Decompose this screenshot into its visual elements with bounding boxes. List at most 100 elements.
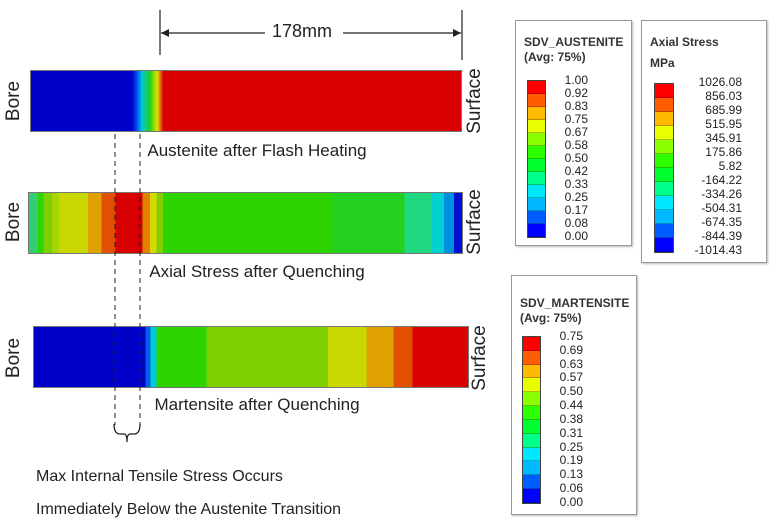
legend-tick-label: 0.25: [564, 190, 588, 204]
legend-tick-label: 1026.08: [698, 75, 742, 89]
legend-tick-label: -164.22: [701, 173, 742, 187]
legend-ticks: 1026.08 856.03 685.99 515.95 345.91 175.86 5.8…: [678, 76, 742, 256]
color-swatch: [523, 337, 540, 351]
legend-tick-label: 0.50: [559, 384, 583, 399]
color-swatch: [523, 378, 540, 393]
legend-tick-label: -334.26: [701, 187, 742, 201]
legend-tick-label: 0.67: [564, 125, 588, 139]
legend-tick-label: 515.95: [705, 117, 742, 131]
color-swatch: [523, 350, 540, 365]
color-swatch: [523, 433, 540, 448]
color-swatch: [523, 364, 540, 379]
axial-stress-legend: Axial Stress MPa 1026.08 856.03 685.99 515.…: [641, 20, 767, 263]
legend-ticks: 0.75 0.69 0.63 0.57 0.50 0.44 0.38 0.31 0.25 0.19…: [545, 330, 583, 508]
legend-tick-label: 0.42: [564, 164, 588, 178]
color-swatch: [655, 196, 673, 210]
bar-caption: Martensite after Quenching: [154, 395, 360, 414]
legend-tick-label: 0.69: [559, 342, 583, 357]
color-swatch: [655, 154, 673, 168]
color-swatch: [528, 224, 545, 237]
bar-caption: Austenite after Flash Heating: [147, 141, 367, 160]
legend-subtitle: (Avg: 75%): [520, 311, 582, 325]
legend-tick-label: 0.08: [564, 216, 588, 230]
legend-subtitle: (Avg: 75%): [524, 50, 586, 64]
color-swatch: [523, 406, 540, 420]
annotation-line: Max Internal Tensile Stress Occurs: [36, 468, 283, 485]
color-swatch: [523, 461, 540, 476]
legend-tick-label: 0.83: [564, 99, 588, 113]
legend-tick-label: 0.50: [564, 151, 588, 165]
dimension-arrow: [159, 10, 463, 60]
color-swatch: [655, 84, 673, 98]
legend-tick-label: 0.38: [559, 411, 583, 426]
color-swatch: [523, 489, 540, 503]
color-swatch: [523, 447, 540, 462]
color-swatch: [528, 133, 545, 146]
legend-tick-label: 0.00: [559, 494, 583, 509]
color-swatch: [655, 224, 673, 238]
legend-tick-label: 5.82: [718, 159, 742, 173]
legend-tick-label: 0.63: [559, 356, 583, 371]
legend-ticks: 1.00 0.92 0.83 0.75 0.67 0.58 0.50 0.42 0.33 0.25…: [550, 74, 588, 242]
legend-tick-label: 0.75: [559, 329, 583, 343]
annotation: Max Internal Tensile Stress Occurs Immed…: [36, 460, 341, 525]
color-swatch: [655, 98, 673, 112]
dimension-label: 178mm: [272, 21, 333, 41]
color-swatch: [528, 120, 545, 133]
legend-tick-label: -504.31: [701, 201, 742, 215]
axial-stress-bar: [28, 192, 463, 254]
legend-tick-label: 0.57: [559, 370, 583, 385]
color-swatch: [528, 172, 545, 185]
color-swatch: [528, 81, 545, 94]
color-swatch: [528, 107, 545, 120]
martensite-bar: [33, 326, 469, 388]
legend-tick-label: 1.00: [564, 73, 588, 87]
color-bar: [527, 80, 546, 238]
color-swatch: [528, 159, 545, 172]
color-swatch: [523, 419, 540, 434]
legend-tick-label: 856.03: [705, 89, 742, 103]
legend-tick-label: 0.06: [559, 481, 583, 496]
color-swatch: [655, 210, 673, 224]
legend-tick-label: 0.00: [564, 229, 588, 243]
color-swatch: [528, 94, 545, 107]
legend-tick-label: 175.86: [705, 145, 742, 159]
legend-tick-label: -1014.43: [694, 243, 742, 257]
color-swatch: [528, 198, 545, 211]
legend-tick-label: -844.39: [701, 229, 742, 243]
color-swatch: [523, 392, 540, 407]
legend-subtitle: MPa: [650, 56, 675, 70]
legend-tick-label: 0.92: [564, 86, 588, 100]
color-swatch: [655, 238, 673, 252]
legend-tick-label: 685.99: [705, 103, 742, 117]
transition-guides: [113, 134, 141, 443]
legend-tick-label: 0.31: [559, 425, 583, 440]
color-swatch: [655, 168, 673, 182]
color-swatch: [528, 211, 545, 224]
legend-title: SDV_AUSTENITE: [524, 35, 624, 49]
legend-tick-label: 0.44: [559, 398, 583, 413]
color-bar: [522, 336, 541, 504]
legend-title: Axial Stress: [650, 35, 719, 49]
legend-tick-label: 0.33: [564, 177, 588, 191]
annotation-line: Immediately Below the Austenite Transiti…: [36, 501, 342, 518]
legend-tick-label: 0.75: [564, 112, 588, 126]
color-swatch: [655, 182, 673, 196]
bar-caption: Axial Stress after Quenching: [149, 262, 365, 281]
austenite-legend: SDV_AUSTENITE (Avg: 75%) 1.00 0.92 0.83 0.7…: [515, 20, 632, 246]
color-swatch: [655, 126, 673, 140]
legend-tick-label: 0.25: [559, 439, 583, 454]
color-swatch: [523, 475, 540, 490]
legend-tick-label: -674.35: [701, 215, 742, 229]
legend-tick-label: 0.58: [564, 138, 588, 152]
legend-tick-label: 0.17: [564, 203, 588, 217]
martensite-legend: SDV_MARTENSITE (Avg: 75%) 0.75 0.69 0.63 0.…: [511, 275, 637, 515]
color-swatch: [528, 185, 545, 198]
color-swatch: [528, 146, 545, 159]
color-swatch: [655, 112, 673, 126]
austenite-bar: [30, 70, 462, 132]
color-bar: [654, 83, 674, 253]
legend-tick-label: 345.91: [705, 131, 742, 145]
legend-tick-label: 0.19: [559, 453, 583, 468]
